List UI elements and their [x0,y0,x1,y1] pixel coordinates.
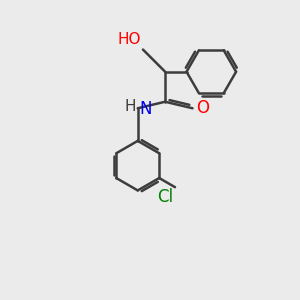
Text: Cl: Cl [158,188,174,206]
Text: O: O [196,99,209,117]
Text: N: N [139,100,152,118]
Text: H: H [125,100,136,115]
Text: HO: HO [117,32,141,47]
